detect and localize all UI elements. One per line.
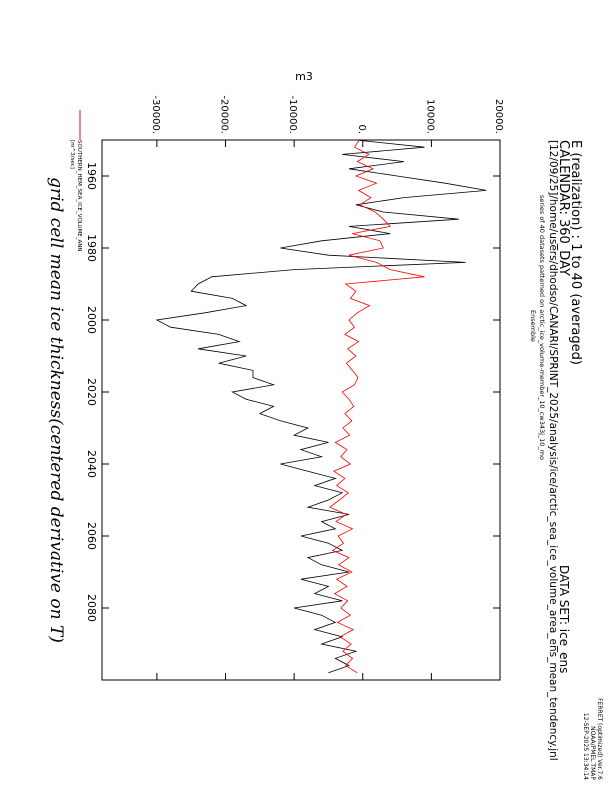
y-axis-ticks: 20000. 10000. 0. -10000. -20000. -30000. <box>150 95 504 680</box>
y-tick-label: 0. <box>356 124 367 134</box>
y-axis-label: m3 <box>295 70 313 83</box>
y-tick-label: 10000. <box>424 99 435 134</box>
x-axis-ticks: 1960 1980 2000 2020 2040 2060 2080 <box>85 162 500 622</box>
plot-frame <box>101 139 501 681</box>
y-tick-label: 20000. <box>493 99 504 134</box>
x-tick-label: 2040 <box>85 450 98 478</box>
x-tick-label: 2020 <box>85 378 98 406</box>
x-tick-label: 2060 <box>85 522 98 550</box>
header-calendar: CALENDAR: 360_DAY <box>556 140 571 276</box>
y-tick-label: -10000. <box>287 95 298 134</box>
x-tick-label: 1980 <box>85 234 98 262</box>
header-dataset: DATA SET: ice_ens <box>557 565 571 673</box>
header-path: [12/09/25]/home/users/dhodso/CANARI/SPRI… <box>547 140 559 761</box>
header-realization: E (realization) : 1 to 40 (averaged) <box>568 140 583 365</box>
header-series-note: series of 40 datasets patterned on arcti… <box>538 195 546 460</box>
x-tick-label: 1960 <box>85 162 98 190</box>
ferret-date: 12-SEP-2025 13:34:14 <box>582 713 589 780</box>
series-line-1 <box>155 139 487 674</box>
series-line-2 <box>329 139 425 674</box>
x-tick-label: 2080 <box>85 594 98 622</box>
series-lines <box>155 139 487 674</box>
legend-label: SOUTHERN_HEM_SEA_ICE_VOLUME_ANN <box>76 140 82 252</box>
legend-units: [m^3/sec] <box>69 140 75 169</box>
header-ensemble: Ensemble <box>529 310 537 342</box>
x-tick-label: 2000 <box>85 306 98 334</box>
ferret-version: FERRET (optimized) Ver.7.6 <box>596 698 603 780</box>
chart-title: grid cell mean ice thickness(centered de… <box>46 177 66 643</box>
y-tick-label: -30000. <box>150 95 161 134</box>
y-tick-label: -20000. <box>219 95 230 134</box>
ferret-env: NOAA/PMEL TMAP <box>589 726 596 780</box>
